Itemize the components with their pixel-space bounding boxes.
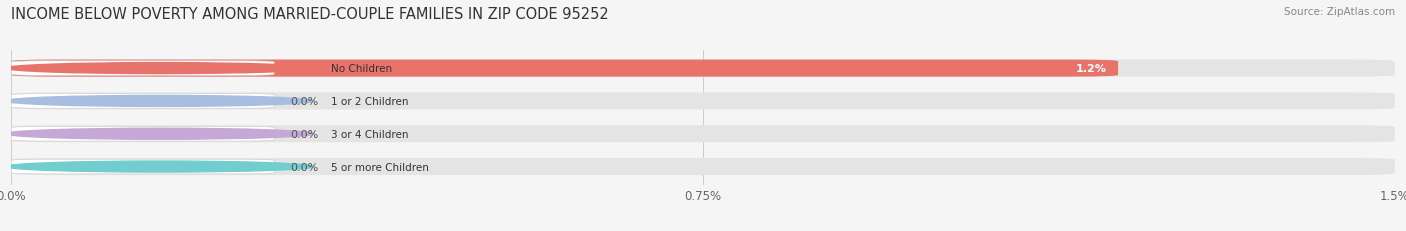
Text: 1 or 2 Children: 1 or 2 Children xyxy=(330,97,408,106)
Text: 5 or more Children: 5 or more Children xyxy=(330,162,429,172)
FancyBboxPatch shape xyxy=(11,158,1395,175)
Circle shape xyxy=(6,161,315,172)
Circle shape xyxy=(6,63,315,74)
Text: INCOME BELOW POVERTY AMONG MARRIED-COUPLE FAMILIES IN ZIP CODE 95252: INCOME BELOW POVERTY AMONG MARRIED-COUPL… xyxy=(11,7,609,22)
FancyBboxPatch shape xyxy=(11,160,274,174)
FancyBboxPatch shape xyxy=(11,60,1118,77)
FancyBboxPatch shape xyxy=(11,126,1395,143)
FancyBboxPatch shape xyxy=(11,94,274,109)
FancyBboxPatch shape xyxy=(11,60,1395,77)
Text: Source: ZipAtlas.com: Source: ZipAtlas.com xyxy=(1284,7,1395,17)
Text: 0.0%: 0.0% xyxy=(291,97,319,106)
Text: 0.0%: 0.0% xyxy=(291,162,319,172)
FancyBboxPatch shape xyxy=(11,127,274,141)
FancyBboxPatch shape xyxy=(11,61,274,76)
FancyBboxPatch shape xyxy=(11,93,1395,110)
Circle shape xyxy=(6,129,315,140)
Text: 1.2%: 1.2% xyxy=(1076,64,1107,74)
Circle shape xyxy=(6,96,315,107)
Text: 3 or 4 Children: 3 or 4 Children xyxy=(330,129,408,139)
Text: 0.0%: 0.0% xyxy=(291,129,319,139)
Text: No Children: No Children xyxy=(330,64,392,74)
